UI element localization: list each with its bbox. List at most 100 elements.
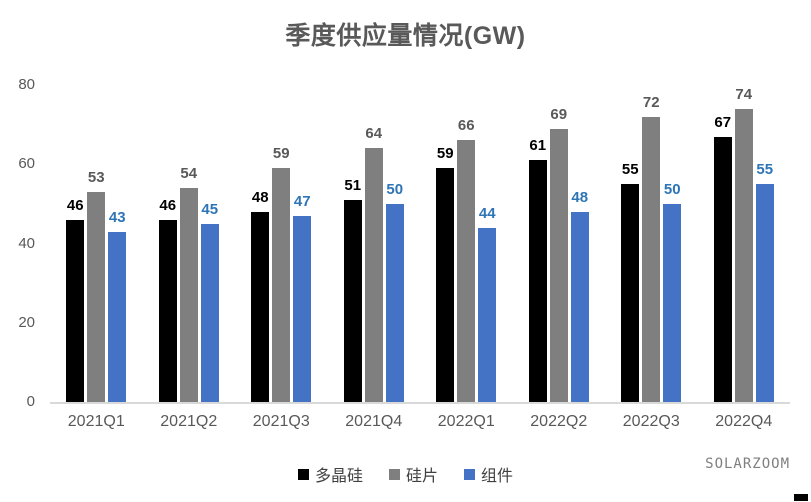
bar	[663, 203, 682, 402]
bar-value-label: 47	[293, 192, 311, 210]
legend-item: 组件	[464, 462, 513, 486]
bar	[436, 168, 455, 402]
bar-value-label: 44	[478, 204, 496, 222]
x-axis-label: 2022Q1	[437, 413, 495, 430]
bar-group: 48 59 47	[251, 145, 312, 402]
bar-wrap: 47	[293, 192, 312, 402]
bar-wrap: 67	[713, 113, 732, 402]
bar-wrap: 53	[87, 169, 106, 402]
bar-value-label: 61	[529, 137, 547, 155]
legend-label: 组件	[481, 468, 514, 485]
bar	[108, 231, 127, 402]
bar	[251, 211, 270, 402]
y-axis: 0 20 40 60 80	[0, 0, 40, 502]
bar-value-label: 48	[251, 188, 269, 206]
bar	[755, 184, 774, 402]
bar	[158, 219, 177, 402]
bar-value-label: 55	[621, 161, 639, 179]
legend-label: 多晶硅	[314, 468, 363, 485]
bar-wrap: 48	[570, 188, 589, 402]
bar-wrap: 59	[436, 145, 455, 402]
legend-label: 硅片	[405, 468, 438, 485]
legend-item: 硅片	[388, 462, 438, 486]
bar	[385, 203, 404, 402]
bar-value-label: 69	[550, 105, 568, 123]
legend-swatch-icon	[297, 468, 309, 480]
bar-value-label: 59	[272, 145, 290, 163]
bar	[570, 211, 589, 402]
bar-value-label: 45	[201, 200, 219, 218]
legend-item: 多晶硅	[297, 462, 363, 486]
chart-title: 季度供应量情况(GW)	[285, 22, 526, 50]
bar-value-label: 54	[180, 165, 198, 183]
bar	[179, 188, 198, 402]
y-axis-label: 20	[18, 313, 35, 331]
bar-value-label: 67	[714, 113, 732, 131]
bar-value-label: 51	[344, 176, 362, 194]
bar-wrap: 59	[272, 145, 291, 402]
x-axis-label: 2021Q1	[67, 413, 125, 430]
bar-group: 67 74 55	[713, 85, 774, 402]
x-axis-label: 2021Q2	[160, 413, 218, 430]
bar-group: 46 53 43	[66, 169, 127, 402]
bar-value-label: 72	[642, 93, 660, 111]
bar-group: 61 69 48	[528, 105, 589, 402]
bar	[200, 223, 219, 402]
bar	[621, 184, 640, 402]
bar-group: 46 54 45	[158, 165, 219, 402]
bar-wrap: 55	[621, 161, 640, 402]
bar-wrap: 51	[343, 176, 362, 402]
bar-value-label: 46	[66, 196, 84, 214]
bar-wrap: 69	[549, 105, 568, 402]
bar-value-label: 50	[663, 180, 681, 198]
bar	[549, 128, 568, 402]
corner-mark	[794, 494, 808, 501]
x-axis-label: 2022Q4	[715, 413, 773, 430]
x-axis-label: 2022Q3	[622, 413, 680, 430]
bar	[272, 168, 291, 402]
bar-value-label: 53	[87, 169, 105, 186]
bar	[713, 136, 732, 402]
bar-wrap: 50	[663, 180, 682, 402]
bar-group: 51 64 50	[343, 125, 404, 402]
y-axis-label: 60	[18, 155, 35, 173]
bar-value-label: 64	[365, 125, 383, 143]
bar-value-label: 43	[108, 208, 126, 226]
bar	[343, 199, 362, 402]
bar-wrap: 48	[251, 188, 270, 402]
bar	[478, 227, 497, 402]
plot-area: 46 53 43 46 54 45 48 59 47 51 64 50 59 66 44 61 69 48 55 72…	[50, 85, 790, 404]
bar-wrap: 61	[528, 137, 547, 402]
bar-value-label: 48	[571, 188, 589, 206]
x-axis-label: 2022Q2	[530, 413, 588, 430]
watermark: SOLARZOOM	[705, 456, 790, 472]
bar-value-label: 66	[457, 117, 475, 135]
bar-value-label: 74	[735, 85, 753, 103]
bar-group: 55 72 50	[621, 93, 682, 402]
y-axis-label: 40	[18, 234, 35, 252]
bar	[364, 148, 383, 402]
bar-value-label: 59	[436, 145, 454, 163]
bar-wrap: 45	[200, 200, 219, 402]
x-axis-label: 2021Q4	[345, 413, 403, 430]
bar-wrap: 72	[642, 93, 661, 402]
bar-value-label: 46	[159, 196, 177, 214]
y-axis-label: 0	[26, 393, 35, 410]
bar	[642, 116, 661, 402]
legend-swatch-icon	[388, 468, 400, 480]
bar-wrap: 46	[158, 196, 177, 402]
bar-wrap: 44	[478, 204, 497, 402]
bar-wrap: 50	[385, 180, 404, 402]
bar-wrap: 46	[66, 196, 85, 402]
x-axis-label: 2021Q3	[252, 413, 310, 430]
bar	[528, 160, 547, 402]
bar-wrap: 55	[755, 161, 774, 402]
bar-value-label: 50	[386, 180, 404, 198]
bar-wrap: 64	[364, 125, 383, 402]
bar-value-label: 55	[756, 161, 774, 179]
bar	[457, 140, 476, 402]
bar	[734, 108, 753, 402]
legend: 多晶硅 硅片 组件	[0, 462, 811, 486]
bar	[87, 192, 106, 402]
